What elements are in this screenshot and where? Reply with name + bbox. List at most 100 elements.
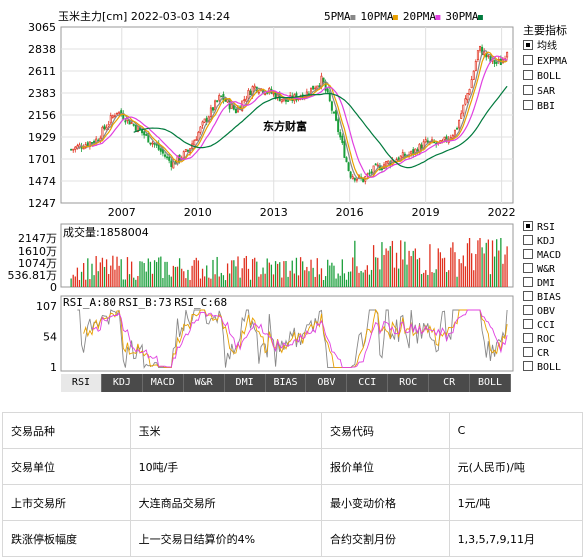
volume-bar — [297, 275, 300, 287]
volume-bar — [322, 280, 325, 287]
volume-bar — [414, 248, 416, 287]
volume-bar — [337, 273, 339, 287]
sub-indicator-option[interactable]: DMI — [523, 277, 555, 291]
candle-body — [109, 115, 112, 124]
candle-body — [216, 100, 219, 102]
candle-body — [155, 143, 158, 146]
volume-bar — [285, 261, 287, 287]
volume-bar — [306, 266, 308, 287]
indicator-tab[interactable]: OBV — [306, 374, 348, 392]
volume-bar — [133, 277, 135, 287]
volume-bar — [105, 259, 108, 287]
candle-body — [483, 51, 486, 56]
volume-bar — [176, 266, 179, 287]
candle-body — [506, 52, 509, 58]
table-value-cell: 10吨/手 — [129, 448, 322, 485]
main-indicator-option[interactable]: SAR — [523, 85, 555, 99]
candle-body — [72, 148, 75, 151]
indicator-tab[interactable]: ROC — [388, 374, 430, 392]
volume-bar — [256, 261, 258, 287]
volume-bar — [491, 240, 494, 287]
volume-bar — [239, 277, 241, 287]
indicator-tab[interactable]: CR — [429, 374, 471, 392]
volume-bar — [199, 278, 202, 287]
sub-indicator-option[interactable]: MACD — [523, 249, 561, 263]
volume-bar — [145, 271, 147, 287]
candle-body — [70, 148, 73, 151]
candle-body — [474, 61, 477, 71]
sub-indicator-option[interactable]: KDJ — [523, 235, 555, 249]
indicator-tab[interactable]: W&R — [183, 374, 225, 392]
volume-bar — [471, 253, 473, 287]
main-indicator-title: 主要指标 — [523, 24, 567, 37]
candle-body — [479, 45, 481, 51]
indicator-tab[interactable]: BOLL — [470, 374, 511, 392]
moving-average-line — [133, 85, 508, 169]
chart-title: 玉米主力[cm] 2022-03-03 14:24 — [58, 10, 230, 23]
candle-body — [328, 92, 331, 102]
volume-bar — [95, 256, 97, 287]
candle-body — [349, 171, 352, 178]
main-indicator-option[interactable]: BBI — [523, 100, 555, 114]
table-row: 交易品种 玉米 交易代码 C — [2, 412, 584, 449]
main-indicator-label: SAR — [537, 86, 556, 97]
main-indicator-option[interactable]: BOLL — [523, 70, 561, 84]
sub-indicator-option[interactable]: ROC — [523, 333, 555, 347]
candle-body — [376, 164, 379, 167]
main-indicator-option[interactable]: 均线 — [523, 40, 557, 54]
candle-body — [193, 140, 196, 146]
volume-tick-label: 536.81万 — [8, 269, 58, 282]
indicator-tab[interactable]: BIAS — [265, 374, 307, 392]
candle-body — [253, 85, 256, 89]
volume-bar — [404, 241, 406, 287]
volume-bar — [435, 269, 437, 287]
indicator-tab[interactable]: DMI — [224, 374, 266, 392]
volume-bar — [166, 261, 168, 287]
volume-bar — [293, 273, 295, 287]
candle-body — [341, 135, 344, 143]
sub-indicator-option[interactable]: CCI — [523, 319, 555, 333]
volume-bar — [377, 257, 379, 287]
volume-bar — [341, 259, 343, 287]
sub-indicator-option[interactable]: OBV — [523, 305, 555, 319]
candle-body — [116, 112, 119, 115]
sub-indicator-option[interactable]: BIAS — [523, 291, 561, 305]
candlestick-chart[interactable]: 玉米主力[cm] 2022-03-03 14:24 5PMA 10PMA 20PMA 3… — [0, 0, 587, 400]
futures-chart-area: 玉米主力[cm] 2022-03-03 14:24 5PMA 10PMA 20PMA 3… — [0, 0, 587, 400]
candle-body — [424, 139, 427, 143]
table-key-cell: 合约交割月份 — [320, 520, 450, 557]
table-key-cell: 交易代码 — [320, 412, 450, 449]
indicator-tab[interactable]: KDJ — [101, 374, 143, 392]
volume-bar — [393, 267, 396, 287]
indicator-tab[interactable]: CCI — [347, 374, 389, 392]
candle-body — [134, 124, 137, 131]
sub-indicator-option[interactable]: W&R — [523, 263, 555, 277]
table-row: 跌涨停板幅度 上一交易日结算价的4% 合约交割月份 1,3,5,7,9,11月 — [2, 520, 584, 557]
candle-body — [314, 87, 317, 90]
volume-bar — [362, 272, 364, 287]
main-indicator-option[interactable]: EXPMA — [523, 55, 567, 69]
volume-bar — [302, 261, 304, 287]
volume-bar — [406, 264, 408, 287]
rsi-panel-frame — [60, 295, 514, 372]
candle-body — [460, 113, 463, 119]
volume-bar — [379, 269, 381, 287]
sub-indicator-option[interactable]: RSI — [523, 221, 555, 235]
volume-bar — [241, 268, 243, 287]
year-tick-label: 2013 — [260, 206, 288, 219]
volume-bar — [158, 257, 160, 287]
sub-indicator-option[interactable]: CR — [523, 347, 549, 361]
watermark-text: 东方财富 — [263, 119, 307, 133]
volume-bar — [366, 265, 368, 287]
volume-bar — [135, 279, 137, 287]
main-indicator-label: 均线 — [537, 41, 557, 52]
sub-indicator-label: MACD — [537, 250, 562, 261]
volume-bar — [423, 272, 425, 287]
candle-body — [347, 162, 350, 172]
indicator-tab[interactable]: RSI — [61, 374, 102, 392]
volume-bar — [101, 257, 104, 287]
sub-indicator-option[interactable]: BOLL — [523, 361, 561, 375]
volume-bar — [370, 269, 373, 287]
indicator-tab[interactable]: MACD — [142, 374, 184, 392]
candle-body — [132, 124, 135, 126]
